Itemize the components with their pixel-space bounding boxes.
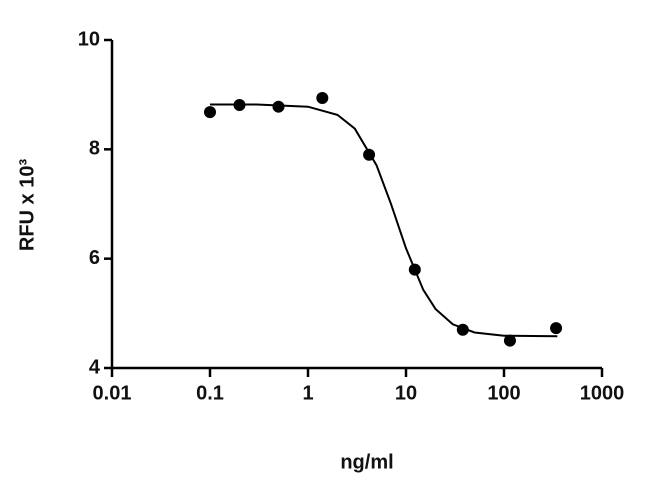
data-point [550,322,563,335]
data-point [233,99,246,112]
y-tick-label: 6 [89,247,100,269]
data-point [272,100,285,113]
x-tick-label: 10 [395,382,417,404]
x-tick-label: 100 [487,382,520,404]
fit-curve [210,103,558,338]
x-tick-label: 1 [302,382,313,404]
x-tick-label: 0.01 [93,382,132,404]
y-tick-label: 8 [89,138,100,160]
x-tick-label: 1000 [580,382,625,404]
data-point [503,334,516,347]
x-axis-label: ng/ml [340,451,393,473]
data-point [408,263,421,276]
y-tick-label: 4 [89,356,101,378]
data-point [363,148,376,161]
x-tick-label: 0.1 [196,382,224,404]
y-axis-label: RFU x 10³ [16,159,38,252]
data-point [316,91,329,104]
y-tick-label: 10 [78,28,100,50]
data-point [456,323,469,336]
data-point [204,106,216,119]
